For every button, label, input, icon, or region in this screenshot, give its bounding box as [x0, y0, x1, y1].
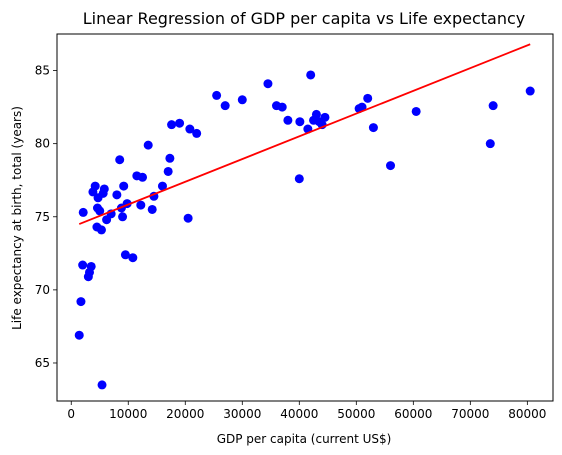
x-tick-label: 40000 [280, 407, 318, 421]
y-tick-label: 85 [35, 64, 50, 78]
y-axis-ticks: 65 70 75 80 85 [35, 64, 57, 370]
data-point [86, 261, 96, 271]
y-tick-label: 65 [35, 356, 50, 370]
y-axis-label: Life expectancy at birth, total (years) [10, 106, 24, 330]
data-point [368, 123, 378, 133]
data-point [311, 109, 321, 119]
data-point [357, 102, 367, 112]
data-point [112, 190, 122, 200]
x-axis-ticks: 0 10000 20000 30000 40000 50000 60000 70000 8000… [67, 401, 546, 421]
data-point [306, 70, 316, 80]
data-point [143, 140, 153, 150]
data-point [386, 161, 396, 171]
x-tick-label: 80000 [508, 407, 546, 421]
x-tick-label: 30000 [223, 407, 261, 421]
data-point [115, 155, 125, 165]
data-point [212, 90, 222, 100]
y-tick-label: 75 [35, 210, 50, 224]
x-tick-label: 70000 [451, 407, 489, 421]
data-point [192, 128, 202, 138]
data-point [136, 200, 146, 210]
chart-title: Linear Regression of GDP per capita vs L… [83, 9, 526, 28]
data-point [96, 225, 106, 235]
x-tick-label: 20000 [166, 407, 204, 421]
data-point [78, 207, 88, 217]
data-point [485, 139, 495, 149]
data-point [320, 112, 330, 122]
data-point [220, 101, 230, 111]
x-axis-label: GDP per capita (current US$) [217, 432, 392, 446]
data-point [97, 380, 107, 390]
data-point [183, 213, 193, 223]
x-tick-label: 50000 [337, 407, 375, 421]
data-point [78, 260, 88, 270]
data-point [118, 212, 128, 222]
data-point [120, 250, 130, 260]
data-point [119, 181, 129, 191]
y-tick-label: 80 [35, 137, 50, 151]
data-points [74, 70, 535, 390]
data-point [237, 95, 247, 105]
plot-area-frame [56, 33, 554, 402]
data-point [263, 79, 273, 89]
y-tick-label: 70 [35, 283, 50, 297]
data-point [283, 115, 293, 125]
data-point [147, 204, 157, 214]
data-point [99, 184, 109, 194]
data-point [277, 102, 287, 112]
data-point [128, 253, 138, 263]
data-point [138, 172, 148, 182]
regression-line [78, 43, 531, 225]
regression-line-group [78, 43, 531, 225]
x-tick-label: 10000 [109, 407, 147, 421]
data-point [165, 153, 175, 163]
data-point [95, 206, 105, 216]
data-point [185, 124, 195, 134]
data-point [295, 117, 305, 127]
data-point [76, 297, 86, 307]
data-point [363, 93, 373, 103]
x-tick-label: 0 [67, 407, 75, 421]
data-point [294, 174, 304, 184]
data-point [175, 118, 185, 128]
data-point [525, 86, 535, 96]
data-point [167, 120, 177, 130]
data-point [90, 181, 100, 191]
data-point [411, 106, 421, 116]
data-point [74, 330, 84, 340]
x-tick-label: 60000 [394, 407, 432, 421]
data-point [163, 166, 173, 176]
data-point [488, 101, 498, 111]
data-point [157, 181, 167, 191]
